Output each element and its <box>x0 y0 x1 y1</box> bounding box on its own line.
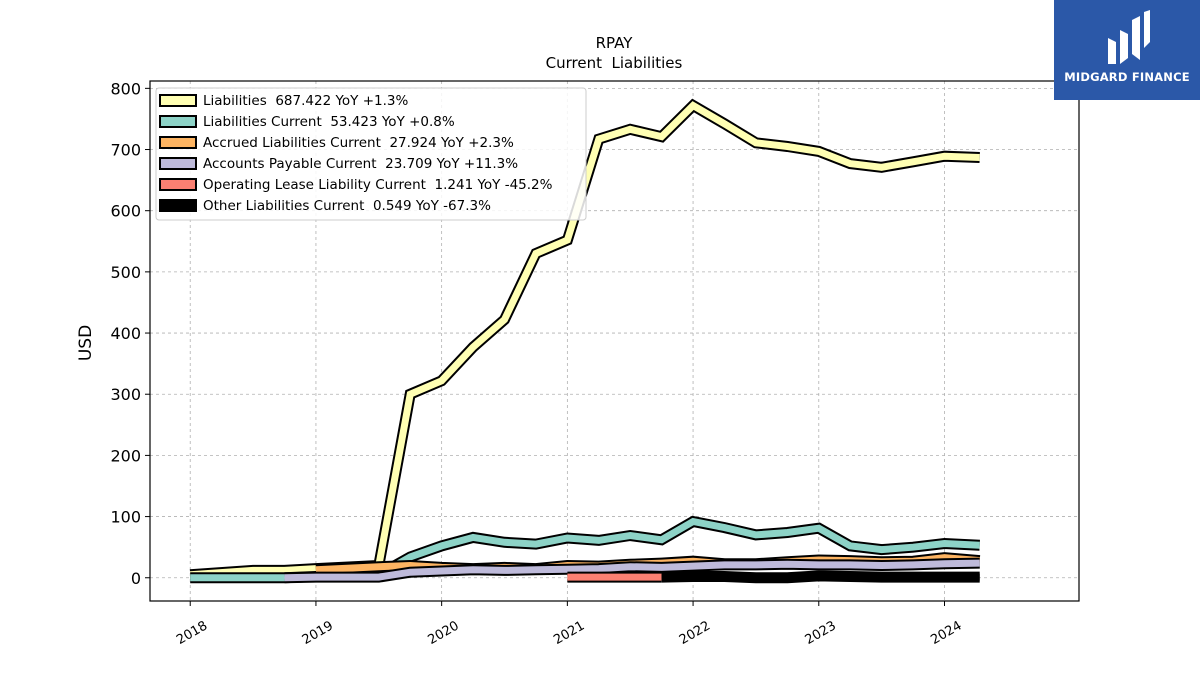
y-tick-label: 500 <box>110 263 141 282</box>
y-tick-label: 400 <box>110 324 141 343</box>
x-tick-label: 2020 <box>425 618 461 648</box>
y-tick-label: 300 <box>110 385 141 404</box>
series-6 <box>661 570 980 584</box>
legend-label: Accounts Payable Current 23.709 YoY +11.… <box>203 156 518 172</box>
legend-label: Other Liabilities Current 0.549 YoY -67.… <box>203 198 491 214</box>
legend-swatch <box>159 136 197 149</box>
series-line <box>284 559 980 582</box>
series-4 <box>284 557 980 584</box>
x-tick-label: 2018 <box>174 618 210 648</box>
legend-swatch <box>159 94 197 107</box>
legend-swatch <box>159 178 197 191</box>
legend-swatch <box>159 157 197 170</box>
legend-label: Liabilities 687.422 YoY +1.3% <box>203 93 408 109</box>
y-axis-label: USD <box>76 325 96 361</box>
legend-swatch <box>159 199 197 212</box>
y-tick-label: 200 <box>110 446 141 465</box>
x-tick-label: 2019 <box>300 618 336 648</box>
legend-label: Liabilities Current 53.423 YoY +0.8% <box>203 114 455 130</box>
midgard-finance-logo: MIDGARD FINANCE <box>1054 0 1200 100</box>
y-tick-label: 700 <box>110 141 141 160</box>
y-tick-label: 800 <box>110 79 141 98</box>
y-tick-label: 0 <box>131 569 141 588</box>
brand-name: MIDGARD FINANCE <box>1064 70 1190 84</box>
midgard-logo-icon <box>1108 10 1150 64</box>
x-tick-label: 2023 <box>803 618 839 648</box>
grid <box>150 81 1079 601</box>
y-tick-label: 600 <box>110 202 141 221</box>
legend-label: Operating Lease Liability Current 1.241 … <box>203 177 553 193</box>
series-line <box>661 572 980 582</box>
y-tick-label: 100 <box>110 508 141 527</box>
chart-subtitle: Current Liabilities <box>546 54 683 72</box>
legend: Liabilities 687.422 YoY +1.3% Liabilities… <box>155 87 587 221</box>
x-tick-label: 2021 <box>551 618 587 648</box>
legend-swatch <box>159 115 197 128</box>
x-tick-label: 2022 <box>677 618 713 648</box>
legend-box <box>155 87 587 221</box>
series-layer <box>189 98 981 584</box>
plot-frame <box>149 80 1080 602</box>
x-tick-label: 2024 <box>928 618 964 648</box>
chart-title: RPAY <box>596 34 634 52</box>
legend-label: Accrued Liabilities Current 27.924 YoY +… <box>203 135 514 151</box>
